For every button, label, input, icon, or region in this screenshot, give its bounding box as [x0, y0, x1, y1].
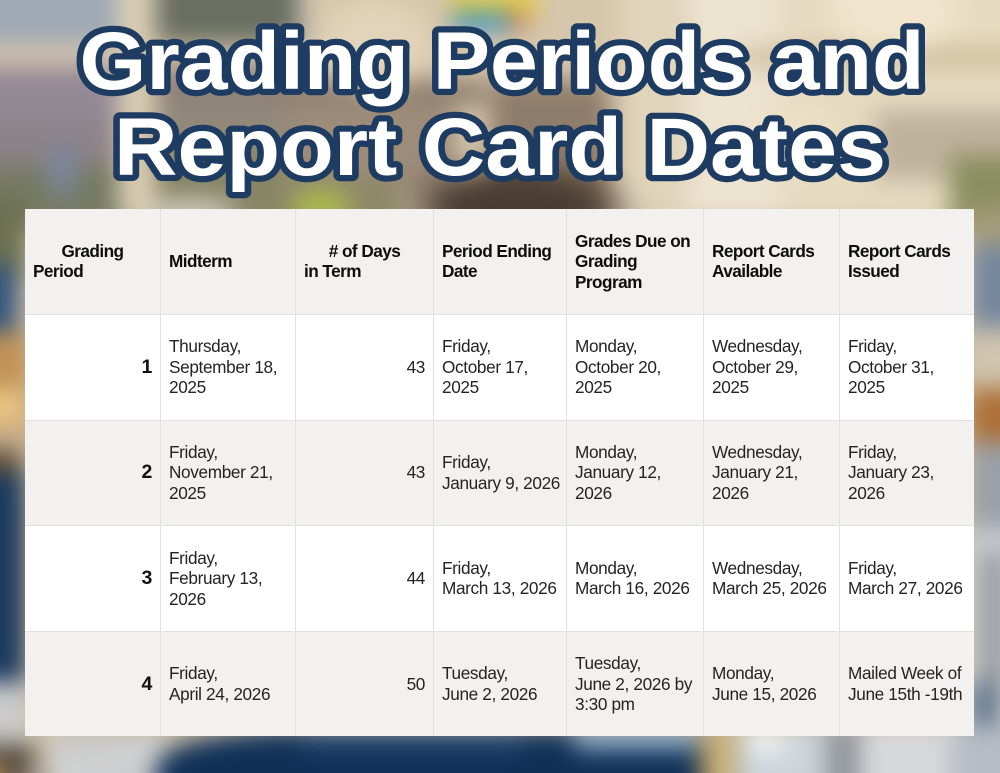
svg-text:Grading Periods and: Grading Periods and: [80, 16, 925, 107]
svg-text:Report Card Dates: Report Card Dates: [114, 102, 886, 193]
